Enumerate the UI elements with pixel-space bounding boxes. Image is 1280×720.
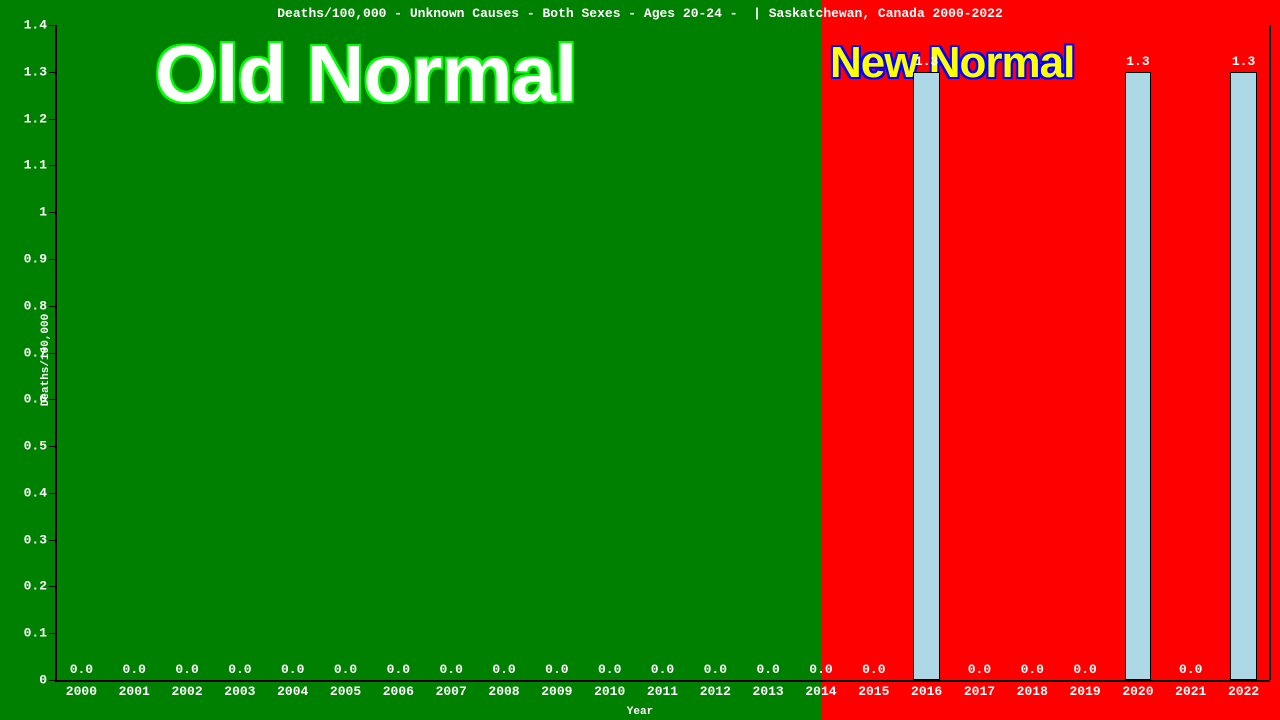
x-tick-label: 2006 — [373, 684, 423, 699]
y-tick-mark — [49, 353, 55, 354]
y-tick-mark — [49, 306, 55, 307]
x-tick-label: 2011 — [638, 684, 688, 699]
value-label: 0.0 — [109, 662, 159, 677]
value-label: 0.0 — [373, 662, 423, 677]
value-label: 0.0 — [638, 662, 688, 677]
y-tick-label: 0.7 — [7, 345, 47, 360]
y-tick-label: 0.9 — [7, 251, 47, 266]
x-tick-label: 2005 — [321, 684, 371, 699]
value-label: 1.3 — [1113, 54, 1163, 69]
bar — [1230, 72, 1256, 680]
y-tick-mark — [49, 165, 55, 166]
value-label: 0.0 — [268, 662, 318, 677]
y-tick-mark — [49, 119, 55, 120]
x-tick-label: 2013 — [743, 684, 793, 699]
axis-line — [55, 25, 57, 680]
y-tick-label: 0 — [7, 673, 47, 688]
value-label: 0.0 — [321, 662, 371, 677]
value-label: 1.3 — [902, 54, 952, 69]
value-label: 0.0 — [532, 662, 582, 677]
y-tick-mark — [49, 259, 55, 260]
value-label: 0.0 — [690, 662, 740, 677]
x-axis-label: Year — [0, 706, 1280, 718]
value-label: 0.0 — [743, 662, 793, 677]
x-tick-label: 2008 — [479, 684, 529, 699]
chart-root: Deaths/100,000 - Unknown Causes - Both S… — [0, 0, 1280, 720]
y-tick-mark — [49, 399, 55, 400]
x-tick-label: 2019 — [1060, 684, 1110, 699]
y-tick-mark — [49, 540, 55, 541]
y-tick-label: 0.6 — [7, 392, 47, 407]
value-label: 0.0 — [56, 662, 106, 677]
axis-line — [55, 680, 1270, 682]
x-tick-label: 2004 — [268, 684, 318, 699]
value-label: 0.0 — [796, 662, 846, 677]
x-tick-label: 2015 — [849, 684, 899, 699]
value-label: 0.0 — [1060, 662, 1110, 677]
value-label: 0.0 — [479, 662, 529, 677]
y-tick-label: 0.4 — [7, 485, 47, 500]
y-tick-label: 1 — [7, 205, 47, 220]
x-tick-label: 2022 — [1219, 684, 1269, 699]
x-tick-label: 2021 — [1166, 684, 1216, 699]
y-tick-mark — [49, 446, 55, 447]
y-tick-label: 1.1 — [7, 158, 47, 173]
y-tick-label: 0.8 — [7, 298, 47, 313]
value-label: 0.0 — [1007, 662, 1057, 677]
value-label: 0.0 — [849, 662, 899, 677]
x-tick-label: 2016 — [902, 684, 952, 699]
x-tick-label: 2001 — [109, 684, 159, 699]
x-tick-label: 2010 — [585, 684, 635, 699]
x-tick-label: 2020 — [1113, 684, 1163, 699]
axis-line — [1269, 25, 1271, 680]
y-tick-label: 0.3 — [7, 532, 47, 547]
x-tick-label: 2009 — [532, 684, 582, 699]
value-label: 1.3 — [1219, 54, 1269, 69]
y-tick-label: 1.3 — [7, 64, 47, 79]
y-tick-mark — [49, 680, 55, 681]
value-label: 0.0 — [1166, 662, 1216, 677]
y-tick-mark — [49, 633, 55, 634]
bar — [913, 72, 939, 680]
x-tick-label: 2002 — [162, 684, 212, 699]
annotation-text: New Normal — [830, 38, 1074, 88]
y-tick-label: 0.2 — [7, 579, 47, 594]
bar — [1125, 72, 1151, 680]
y-tick-label: 0.5 — [7, 439, 47, 454]
value-label: 0.0 — [954, 662, 1004, 677]
value-label: 0.0 — [162, 662, 212, 677]
x-tick-label: 2012 — [690, 684, 740, 699]
x-tick-label: 2003 — [215, 684, 265, 699]
annotation-text: Old Normal — [155, 28, 576, 120]
y-tick-mark — [49, 493, 55, 494]
background-segment — [1270, 0, 1280, 720]
x-tick-label: 2014 — [796, 684, 846, 699]
plot-area — [55, 25, 1270, 680]
y-tick-mark — [49, 72, 55, 73]
x-tick-label: 2017 — [954, 684, 1004, 699]
value-label: 0.0 — [585, 662, 635, 677]
chart-title: Deaths/100,000 - Unknown Causes - Both S… — [0, 6, 1280, 21]
x-tick-label: 2000 — [56, 684, 106, 699]
x-tick-label: 2018 — [1007, 684, 1057, 699]
value-label: 0.0 — [215, 662, 265, 677]
x-tick-label: 2007 — [426, 684, 476, 699]
y-tick-mark — [49, 25, 55, 26]
y-tick-label: 1.2 — [7, 111, 47, 126]
y-tick-label: 1.4 — [7, 18, 47, 33]
y-tick-mark — [49, 212, 55, 213]
y-tick-mark — [49, 586, 55, 587]
value-label: 0.0 — [426, 662, 476, 677]
y-tick-label: 0.1 — [7, 626, 47, 641]
